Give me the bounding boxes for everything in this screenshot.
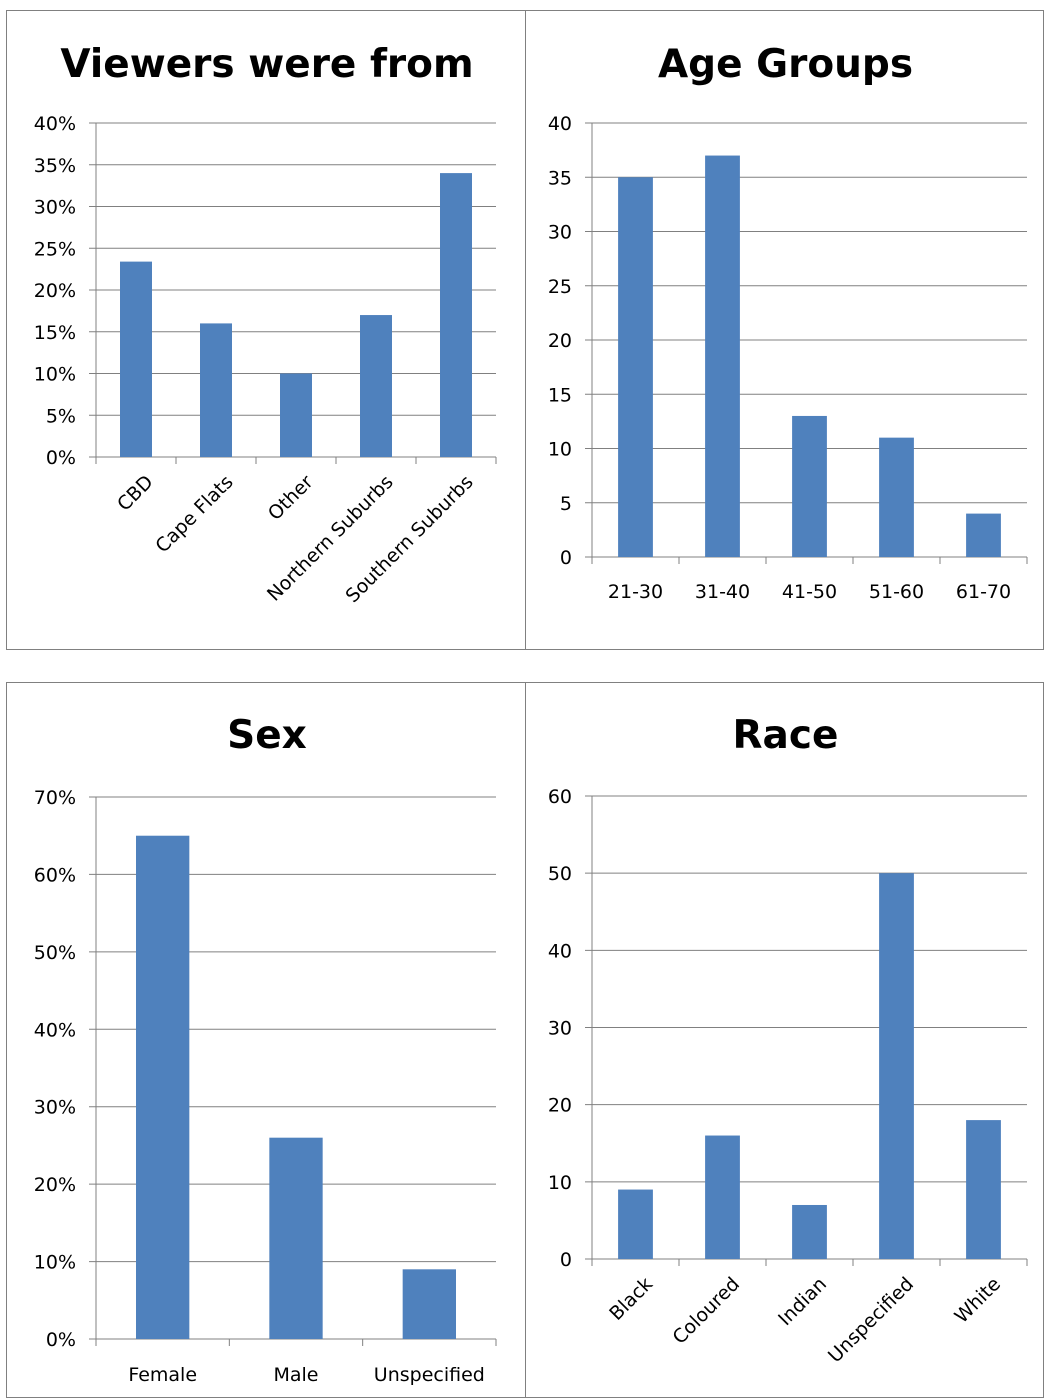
- category-label: 21-30: [608, 581, 663, 603]
- y-tick-label: 0%: [46, 1329, 76, 1351]
- y-tick-label: 35: [548, 167, 572, 189]
- y-tick-label: 10%: [34, 1252, 76, 1274]
- bar: [402, 1269, 456, 1339]
- bar: [136, 835, 190, 1339]
- y-tick-label: 60: [548, 786, 572, 808]
- y-tick-label: 10: [548, 439, 572, 461]
- y-tick-label: 0: [560, 547, 572, 569]
- y-tick-label: 0%: [46, 447, 76, 469]
- category-label: Unspecified: [374, 1364, 485, 1386]
- y-tick-label: 20: [548, 330, 572, 352]
- category-label: White: [950, 1273, 1005, 1328]
- bar: [120, 261, 152, 457]
- bar: [269, 1137, 323, 1339]
- category-label: Male: [273, 1364, 318, 1386]
- bar: [879, 873, 914, 1259]
- bar: [200, 323, 232, 457]
- chart-title: Age Groups: [658, 42, 913, 87]
- y-tick-label: 40: [548, 940, 572, 962]
- chart-svg-sex: Sex 0% 10% 20% 30% 40% 50% 60% 70% Female Male Unsp…: [34, 713, 497, 1386]
- bar: [618, 1189, 653, 1259]
- category-label: 61-70: [956, 581, 1011, 603]
- category-label: Coloured: [668, 1273, 744, 1349]
- y-tick-label: 40: [548, 113, 572, 135]
- bar: [705, 155, 740, 558]
- bar: [792, 415, 827, 557]
- chart-svg-race: Race 0 10 20 30 40 50 60 Black Coloured IndianUnsp…: [548, 713, 1028, 1367]
- y-tick-label: 20%: [34, 1174, 76, 1196]
- y-tick-label: 40%: [34, 113, 76, 135]
- bar: [879, 437, 914, 557]
- bar: [618, 177, 653, 557]
- y-tick-label: 10%: [34, 364, 76, 386]
- y-tick-label: 30%: [34, 1097, 76, 1119]
- y-tick-label: 30: [548, 1018, 572, 1040]
- bar: [280, 373, 312, 457]
- category-label: Black: [605, 1273, 657, 1325]
- bar: [966, 1120, 1001, 1259]
- category-label: 31-40: [695, 581, 750, 603]
- category-label: 51-60: [869, 581, 924, 603]
- y-tick-label: 50%: [34, 942, 76, 964]
- chart-title: Viewers were from: [60, 42, 473, 87]
- category-label: Cape Flats: [151, 471, 237, 557]
- y-tick-label: 25%: [34, 238, 76, 260]
- y-tick-label: 30%: [34, 197, 76, 219]
- chart-title: Race: [733, 713, 839, 758]
- bar: [705, 1135, 740, 1259]
- y-tick-label: 35%: [34, 155, 76, 177]
- y-tick-label: 30: [548, 222, 572, 244]
- y-tick-label: 50: [548, 863, 572, 885]
- category-label: Other: [264, 471, 318, 525]
- y-tick-label: 25: [548, 276, 572, 298]
- y-tick-label: 5: [560, 493, 572, 515]
- chart-svg-age-groups: Age Groups 0 5 10 15 20 25 30 35 40 21-30 31-40 41-5…: [548, 42, 1028, 603]
- y-tick-label: 20%: [34, 280, 76, 302]
- chart-panel-age-groups: Age Groups 0 5 10 15 20 25 30 35 40 21-30 31-40 41-5…: [525, 10, 1044, 650]
- chart-panel-race: Race 0 10 20 30 40 50 60 Black Coloured Indian Unsp…: [525, 682, 1044, 1398]
- bar: [792, 1204, 827, 1259]
- y-tick-label: 0: [560, 1249, 572, 1271]
- y-tick-label: 15%: [34, 322, 76, 344]
- chart-title: Sex: [227, 713, 307, 758]
- bar: [440, 173, 472, 457]
- category-label: CBD: [113, 471, 158, 516]
- y-tick-label: 20: [548, 1095, 572, 1117]
- y-tick-label: 5%: [46, 405, 76, 427]
- y-tick-label: 10: [548, 1172, 572, 1194]
- y-tick-label: 60%: [34, 864, 76, 886]
- bar: [966, 513, 1001, 557]
- category-label: Female: [128, 1364, 197, 1386]
- category-label: Unspecified: [824, 1273, 918, 1367]
- bar: [360, 315, 392, 457]
- y-tick-label: 40%: [34, 1019, 76, 1041]
- y-tick-label: 70%: [34, 787, 76, 809]
- chart-panel-viewers-from: Viewers were from 0% 5% 10% 15% 20% 25% 30% 35% 4…: [6, 10, 526, 650]
- y-tick-label: 15: [548, 384, 572, 406]
- category-label: 41-50: [782, 581, 837, 603]
- chart-panel-sex: Sex 0% 10% 20% 30% 40% 50% 60% 70% Female Male Unsp…: [6, 682, 526, 1398]
- chart-svg-viewers-from: Viewers were from 0% 5% 10% 15% 20% 25% 30% 35% 4…: [34, 42, 497, 607]
- category-label: Indian: [774, 1273, 831, 1330]
